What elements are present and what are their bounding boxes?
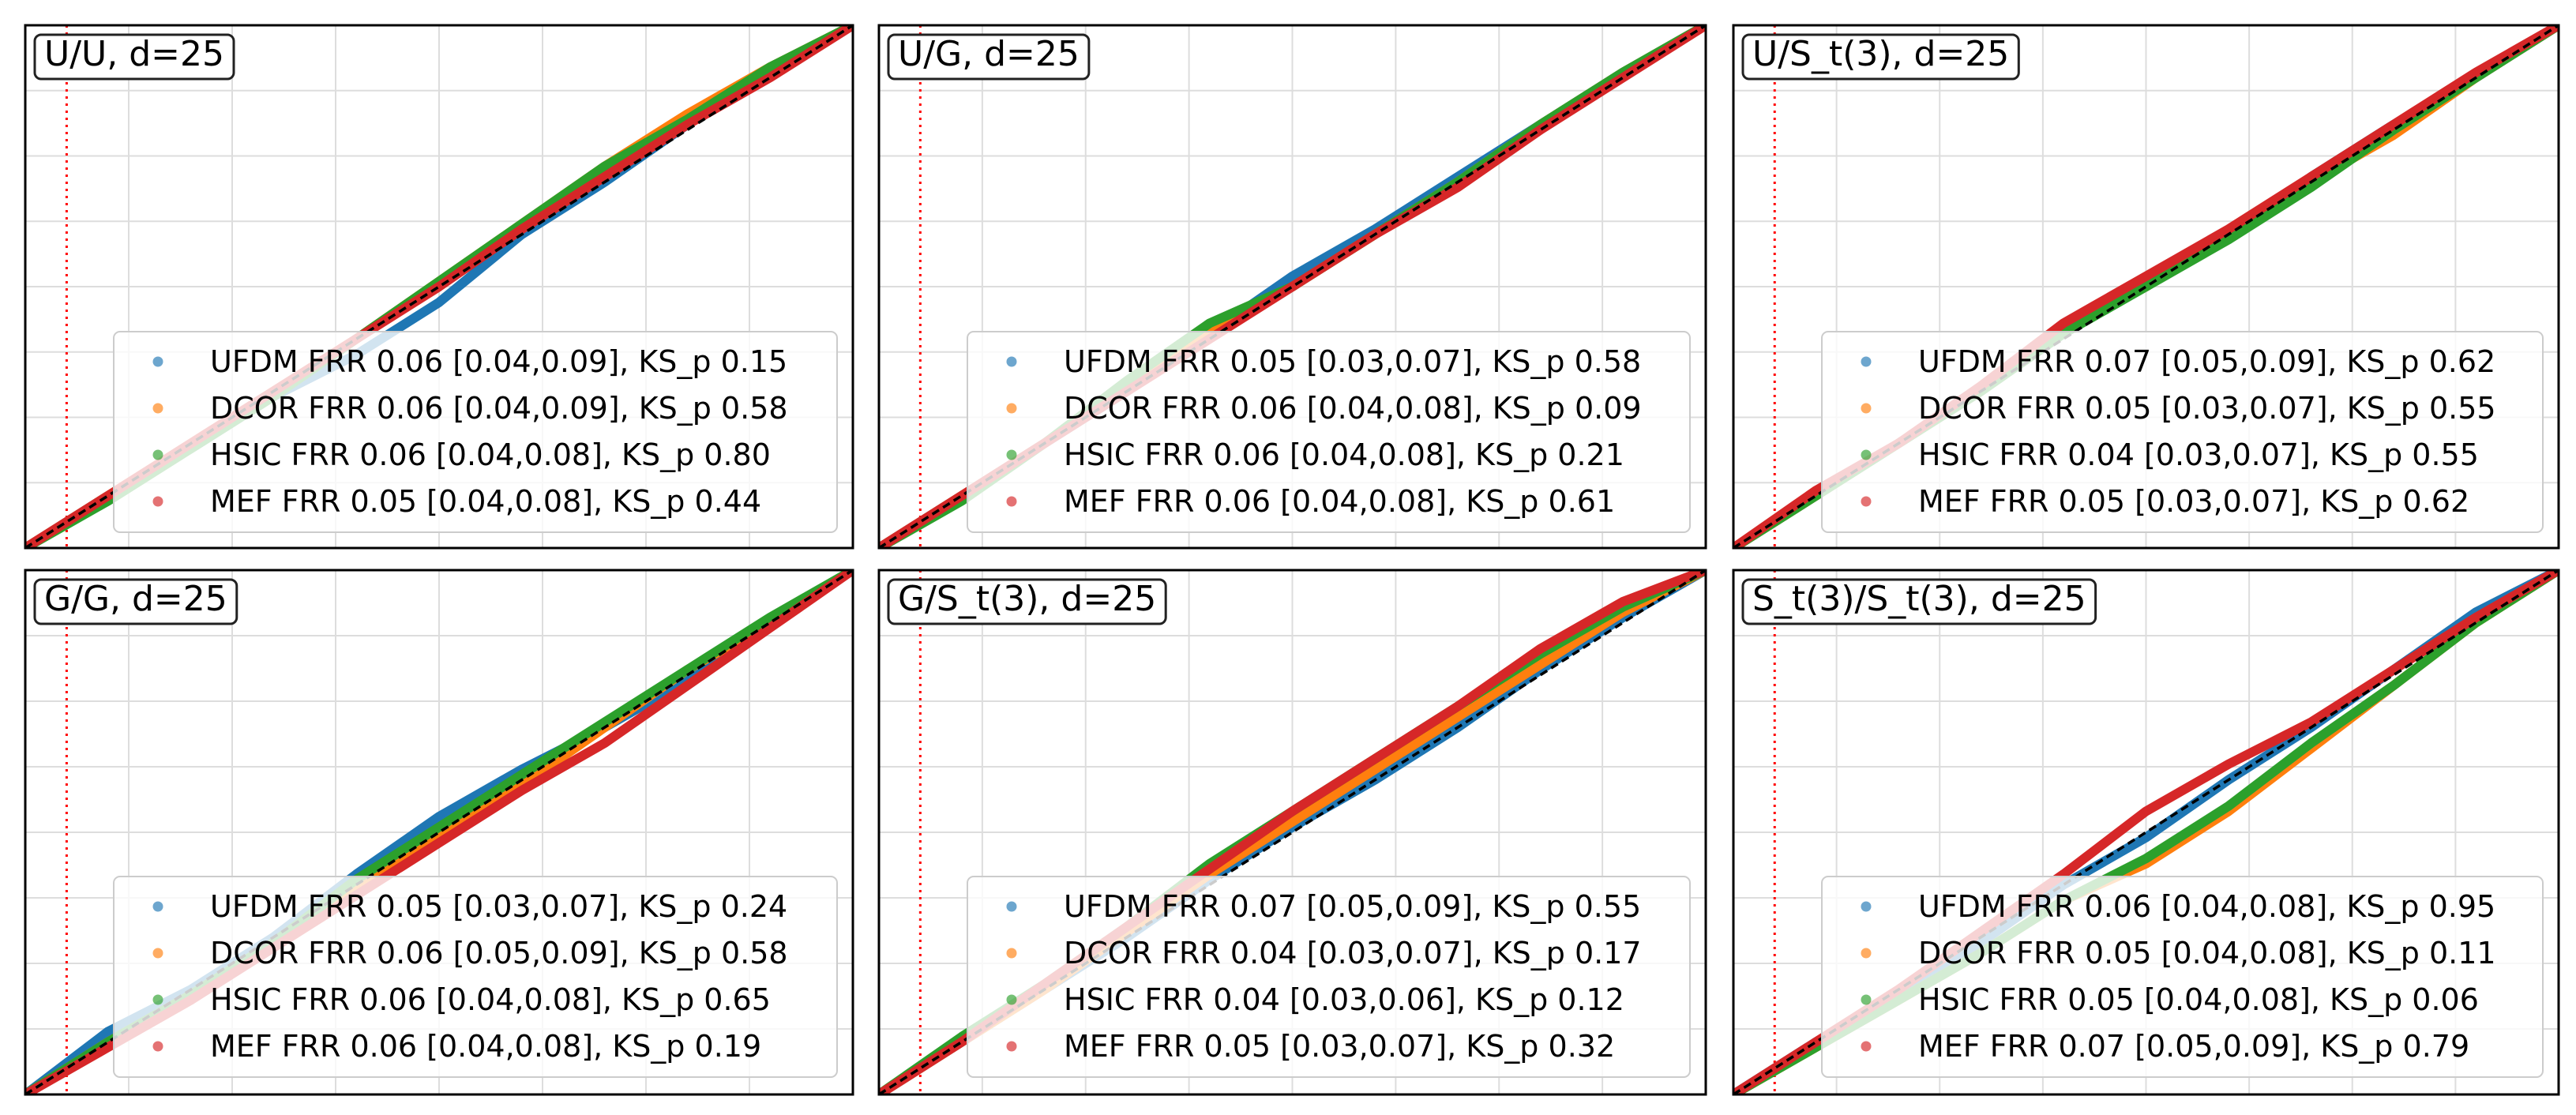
legend-marker-mef bbox=[1861, 1041, 1872, 1052]
panel-title-box: U/G, d=25 bbox=[887, 33, 1091, 81]
axes-frame bbox=[1732, 569, 2560, 1096]
legend-marker-ufdm bbox=[1861, 356, 1872, 367]
legend-label: MEF FRR 0.05 [0.04,0.08], KS_p 0.44 bbox=[210, 484, 761, 519]
legend-label: UFDM FRR 0.06 [0.04,0.09], KS_p 0.15 bbox=[210, 344, 787, 379]
panel-5: S_t(3)/S_t(3), d=25 UFDM FRR 0.06 [0.04,0… bbox=[1732, 569, 2560, 1096]
legend-label: UFDM FRR 0.06 [0.04,0.08], KS_p 0.95 bbox=[1918, 889, 2495, 924]
legend-label: UFDM FRR 0.05 [0.03,0.07], KS_p 0.58 bbox=[1064, 344, 1641, 379]
legend-label: MEF FRR 0.05 [0.03,0.07], KS_p 0.62 bbox=[1918, 484, 2469, 519]
legend-marker-mef bbox=[1006, 496, 1017, 507]
panel-title: G/S_t(3), d=25 bbox=[898, 579, 1156, 619]
axes-frame bbox=[877, 569, 1707, 1096]
title-box-frame bbox=[887, 33, 1091, 81]
panel-title: U/S_t(3), d=25 bbox=[1752, 34, 2009, 74]
legend-marker-hsic bbox=[152, 994, 163, 1005]
legend: UFDM FRR 0.07 [0.05,0.09], KS_p 0.62 DCOR… bbox=[1821, 331, 2544, 533]
legend-label: MEF FRR 0.07 [0.05,0.09], KS_p 0.79 bbox=[1918, 1029, 2469, 1064]
legend-marker-dcor bbox=[1006, 948, 1017, 959]
legend-label: HSIC FRR 0.04 [0.03,0.06], KS_p 0.12 bbox=[1064, 982, 1624, 1017]
legend: UFDM FRR 0.05 [0.03,0.07], KS_p 0.58 DCOR… bbox=[967, 331, 1691, 533]
legend-label: HSIC FRR 0.06 [0.04,0.08], KS_p 0.21 bbox=[1064, 437, 1624, 472]
axes-frame bbox=[1732, 24, 2560, 550]
title-box-frame bbox=[1741, 33, 2020, 81]
legend-marker-hsic bbox=[1006, 449, 1017, 460]
axes-frame bbox=[24, 569, 854, 1096]
legend-marker-ufdm bbox=[152, 901, 163, 912]
panel-title-box: U/U, d=25 bbox=[33, 33, 235, 81]
panel-2: U/S_t(3), d=25 UFDM FRR 0.07 [0.05,0.09],… bbox=[1732, 24, 2560, 550]
diagonal-reference bbox=[879, 570, 1706, 1094]
legend: UFDM FRR 0.06 [0.04,0.08], KS_p 0.95 DCOR… bbox=[1821, 876, 2544, 1078]
legend-frame bbox=[1821, 331, 2544, 533]
diagonal-reference bbox=[25, 570, 853, 1094]
legend-marker-mef bbox=[152, 1041, 163, 1052]
legend-frame bbox=[967, 876, 1691, 1078]
diagonal-reference bbox=[1733, 570, 2559, 1094]
legend-marker-hsic bbox=[1006, 994, 1017, 1005]
panel-3: G/G, d=25 UFDM FRR 0.05 [0.03,0.07], KS_p… bbox=[24, 569, 854, 1096]
legend-marker-ufdm bbox=[1006, 901, 1017, 912]
legend-frame bbox=[967, 331, 1691, 533]
legend-marker-ufdm bbox=[1006, 356, 1017, 367]
legend-label: UFDM FRR 0.07 [0.05,0.09], KS_p 0.55 bbox=[1064, 889, 1641, 924]
diagonal-reference bbox=[1733, 25, 2559, 548]
legend-label: DCOR FRR 0.04 [0.03,0.07], KS_p 0.17 bbox=[1064, 936, 1642, 970]
panel-title: U/U, d=25 bbox=[44, 34, 224, 74]
legend-label: DCOR FRR 0.06 [0.04,0.08], KS_p 0.09 bbox=[1064, 391, 1642, 426]
legend: UFDM FRR 0.07 [0.05,0.09], KS_p 0.55 DCOR… bbox=[967, 876, 1691, 1078]
legend-marker-mef bbox=[1006, 1041, 1017, 1052]
legend-label: HSIC FRR 0.04 [0.03,0.07], KS_p 0.55 bbox=[1918, 437, 2479, 472]
legend-label: HSIC FRR 0.06 [0.04,0.08], KS_p 0.65 bbox=[210, 982, 771, 1017]
legend-marker-dcor bbox=[1861, 948, 1872, 959]
legend-marker-dcor bbox=[1006, 403, 1017, 414]
legend-label: DCOR FRR 0.05 [0.03,0.07], KS_p 0.55 bbox=[1918, 391, 2496, 426]
legend-marker-hsic bbox=[1861, 994, 1872, 1005]
title-box-frame bbox=[887, 578, 1167, 625]
diagonal-reference bbox=[25, 25, 853, 548]
panel-title-box: G/G, d=25 bbox=[33, 578, 238, 625]
legend-label: MEF FRR 0.06 [0.04,0.08], KS_p 0.61 bbox=[1064, 484, 1615, 519]
panel-0: U/U, d=25 UFDM FRR 0.06 [0.04,0.09], KS_p… bbox=[24, 24, 854, 550]
legend-marker-mef bbox=[1861, 496, 1872, 507]
panel-title: U/G, d=25 bbox=[898, 34, 1080, 74]
legend-label: MEF FRR 0.06 [0.04,0.08], KS_p 0.19 bbox=[210, 1029, 761, 1064]
title-box-frame bbox=[33, 578, 238, 625]
panel-title: G/G, d=25 bbox=[44, 579, 227, 619]
legend-marker-hsic bbox=[152, 449, 163, 460]
legend-label: DCOR FRR 0.06 [0.04,0.09], KS_p 0.58 bbox=[210, 391, 788, 426]
legend-frame bbox=[113, 876, 838, 1078]
panel-title-box: U/S_t(3), d=25 bbox=[1741, 33, 2020, 81]
diagonal-reference bbox=[879, 25, 1706, 548]
panel-4: G/S_t(3), d=25 UFDM FRR 0.07 [0.05,0.09],… bbox=[877, 569, 1707, 1096]
legend-marker-dcor bbox=[152, 948, 163, 959]
panel-1: U/G, d=25 UFDM FRR 0.05 [0.03,0.07], KS_p… bbox=[877, 24, 1707, 550]
legend-label: MEF FRR 0.05 [0.03,0.07], KS_p 0.32 bbox=[1064, 1029, 1615, 1064]
legend-frame bbox=[113, 331, 838, 533]
axes-frame bbox=[877, 24, 1707, 550]
legend-marker-dcor bbox=[1861, 403, 1872, 414]
legend-frame bbox=[1821, 876, 2544, 1078]
panel-title-box: G/S_t(3), d=25 bbox=[887, 578, 1167, 625]
title-box-frame bbox=[33, 33, 235, 81]
legend-label: DCOR FRR 0.05 [0.04,0.08], KS_p 0.11 bbox=[1918, 936, 2496, 970]
legend: UFDM FRR 0.06 [0.04,0.09], KS_p 0.15 DCOR… bbox=[113, 331, 838, 533]
legend-marker-ufdm bbox=[1861, 901, 1872, 912]
legend: UFDM FRR 0.05 [0.03,0.07], KS_p 0.24 DCOR… bbox=[113, 876, 838, 1078]
panel-title: S_t(3)/S_t(3), d=25 bbox=[1752, 579, 2086, 619]
legend-label: DCOR FRR 0.06 [0.05,0.09], KS_p 0.58 bbox=[210, 936, 788, 970]
axes-frame bbox=[24, 24, 854, 550]
legend-marker-dcor bbox=[152, 403, 163, 414]
legend-marker-ufdm bbox=[152, 356, 163, 367]
title-box-frame bbox=[1741, 578, 2097, 625]
legend-marker-hsic bbox=[1861, 449, 1872, 460]
legend-label: UFDM FRR 0.05 [0.03,0.07], KS_p 0.24 bbox=[210, 889, 787, 924]
legend-label: HSIC FRR 0.05 [0.04,0.08], KS_p 0.06 bbox=[1918, 982, 2479, 1017]
legend-label: UFDM FRR 0.07 [0.05,0.09], KS_p 0.62 bbox=[1918, 344, 2495, 379]
legend-label: HSIC FRR 0.06 [0.04,0.08], KS_p 0.80 bbox=[210, 437, 771, 472]
legend-marker-mef bbox=[152, 496, 163, 507]
panel-title-box: S_t(3)/S_t(3), d=25 bbox=[1741, 578, 2097, 625]
